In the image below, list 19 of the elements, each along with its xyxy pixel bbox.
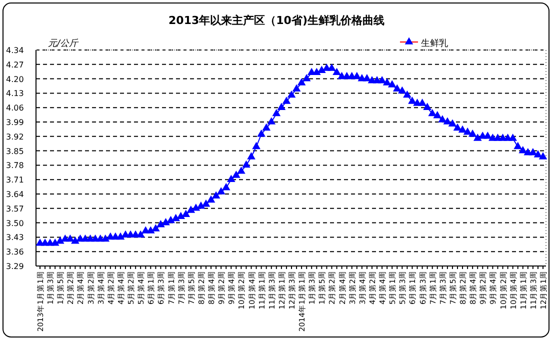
y-tick-label: 3.85 <box>6 146 24 156</box>
chart-title: 2013年以来主产区（10省)生鲜乳价格曲线 <box>168 14 384 27</box>
y-tick-label: 4.06 <box>6 104 24 113</box>
y-tick-label: 3.57 <box>6 204 24 214</box>
y-tick-label: 4.13 <box>6 89 24 98</box>
y-tick-label: 3.50 <box>6 218 24 228</box>
y-tick-label: 4.34 <box>6 46 24 55</box>
y-tick-label: 3.71 <box>6 176 24 185</box>
y-tick-label: 3.99 <box>6 118 24 127</box>
y-tick-label: 4.27 <box>6 60 24 70</box>
y-tick-label: 4.20 <box>6 74 24 84</box>
legend-label: 生鲜乳 <box>421 38 448 49</box>
y-tick-label: 3.64 <box>6 190 24 199</box>
y-tick-label: 3.78 <box>6 161 24 170</box>
y-tick-label: 3.29 <box>6 262 24 271</box>
y-tick-label: 3.36 <box>6 248 24 257</box>
y-tick-label: 3.43 <box>6 233 24 242</box>
y-tick-label: 3.92 <box>6 132 24 142</box>
y-axis-title: 元/公斤 <box>48 38 80 49</box>
